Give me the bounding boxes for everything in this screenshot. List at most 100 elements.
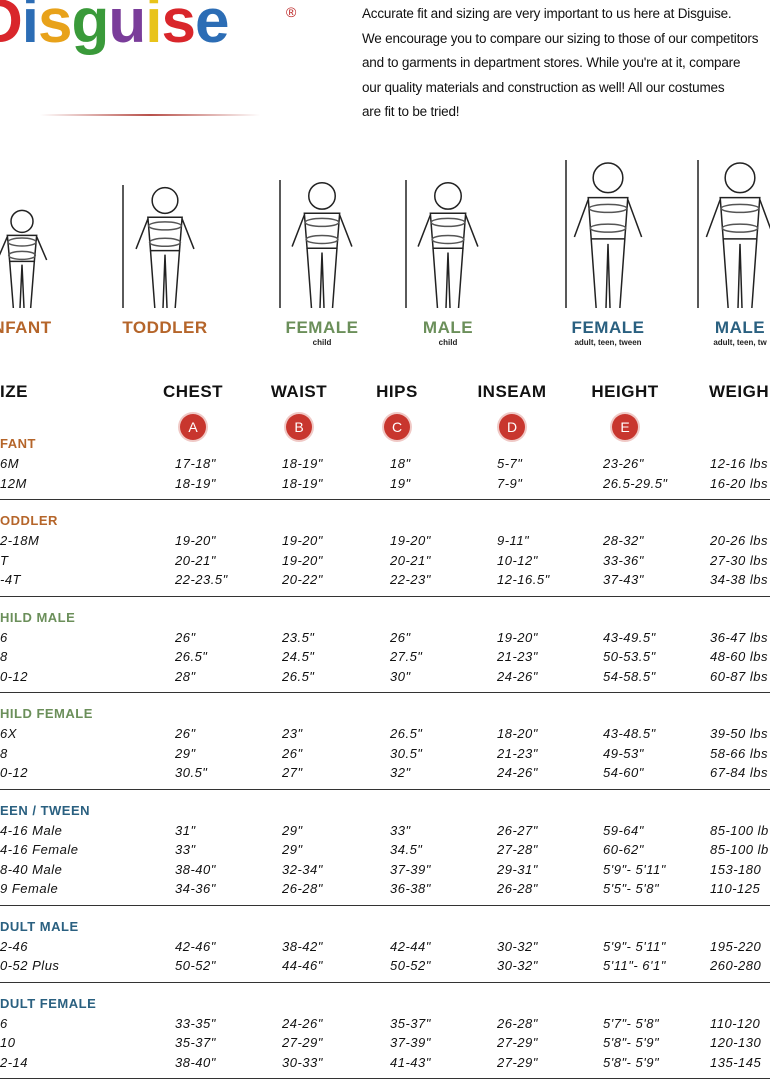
figure-label: FEMALE bbox=[571, 318, 645, 337]
size-cell: 4-16 Female bbox=[0, 842, 79, 857]
value-cell: 29-31" bbox=[497, 861, 538, 877]
value-cell: 120-130 bbox=[710, 1035, 762, 1050]
value-cell: 50-52" bbox=[390, 958, 431, 973]
size-cell: 0-12 bbox=[0, 765, 29, 780]
value-cell: 33" bbox=[175, 842, 196, 857]
size-cell: 12M bbox=[0, 475, 27, 491]
value-cell: 67-84 lbs bbox=[710, 765, 768, 780]
value-cell: 9-11" bbox=[497, 533, 530, 548]
value-cell: 85-100 lb bbox=[710, 822, 769, 838]
value-cell: 27-30 lbs bbox=[710, 552, 768, 568]
value-cell: 26.5" bbox=[390, 726, 423, 741]
figure-outline bbox=[291, 214, 353, 247]
size-cell: 6M bbox=[0, 456, 20, 471]
value-cell: 21-23" bbox=[497, 745, 538, 761]
figure-outline bbox=[429, 212, 467, 250]
value-cell: 30.5" bbox=[390, 745, 423, 761]
figure-outline bbox=[135, 218, 195, 250]
intro-line: our quality materials and construction a… bbox=[362, 79, 725, 95]
figure-outline bbox=[0, 236, 48, 261]
value-cell: 30-32" bbox=[497, 938, 538, 954]
value-cell: 27-29" bbox=[282, 1035, 323, 1050]
value-cell: 29" bbox=[175, 745, 196, 761]
section-title: FANT bbox=[0, 436, 36, 451]
figure-sublabel: child bbox=[438, 338, 458, 347]
value-cell: 24-26" bbox=[497, 668, 538, 684]
value-cell: 27" bbox=[282, 765, 303, 780]
value-cell: 12-16 lbs bbox=[710, 456, 768, 471]
figure-outline bbox=[719, 196, 761, 240]
value-cell: 30-32" bbox=[497, 958, 538, 973]
figure-label: MALE bbox=[714, 318, 766, 337]
value-cell: 37-39" bbox=[390, 1035, 431, 1050]
value-cell: 26-27" bbox=[497, 822, 538, 838]
value-cell: 31" bbox=[175, 822, 196, 838]
size-cell: 8-40 Male bbox=[0, 861, 63, 877]
figure-outline bbox=[147, 221, 183, 231]
intro-line: We encourage you to compare our sizing t… bbox=[362, 30, 759, 46]
figure-outline bbox=[434, 181, 462, 210]
figure-outline bbox=[305, 234, 339, 245]
value-cell: 153-180 bbox=[710, 861, 762, 877]
value-cell: 5'9"- 5'11" bbox=[603, 938, 666, 954]
value-cell: 38-40" bbox=[175, 861, 216, 877]
value-cell: 32-34" bbox=[282, 861, 323, 877]
section-divider bbox=[0, 692, 770, 693]
figure-outline bbox=[6, 234, 38, 263]
column-header: HIPS bbox=[376, 382, 418, 401]
figure-label: NFANT bbox=[0, 318, 52, 337]
column-header: WAIST bbox=[270, 382, 328, 401]
value-cell: 5'9"- 5'11" bbox=[603, 861, 666, 877]
value-cell: 26-28" bbox=[497, 1015, 538, 1031]
intro-line: and to garments in department stores. Wh… bbox=[362, 55, 741, 70]
column-header: WEIGH bbox=[709, 382, 770, 401]
section-title: EEN / TWEEN bbox=[0, 802, 91, 818]
value-cell: 20-21" bbox=[175, 552, 216, 568]
size-cell: -4T bbox=[0, 572, 21, 587]
figure-outline bbox=[589, 223, 627, 233]
value-cell: 135-145 bbox=[710, 1054, 762, 1070]
size-cell: 2-46 bbox=[0, 938, 29, 954]
value-cell: 5'8"- 5'9" bbox=[603, 1035, 660, 1050]
value-cell: 7-9" bbox=[497, 475, 523, 491]
value-cell: 19-20" bbox=[282, 552, 323, 568]
size-cell: 6 bbox=[0, 629, 8, 645]
figure-outline bbox=[417, 214, 479, 247]
size-cell: 8 bbox=[0, 745, 8, 761]
figure-outline bbox=[304, 217, 340, 228]
value-cell: 58-66 lbs bbox=[710, 745, 768, 761]
value-cell: 34.5" bbox=[390, 842, 423, 857]
size-cell: T bbox=[0, 552, 9, 568]
figure-outline bbox=[587, 196, 629, 240]
value-cell: 18" bbox=[390, 456, 411, 471]
intro-line: Accurate fit and sizing are very importa… bbox=[362, 6, 732, 21]
figure-outline bbox=[590, 238, 626, 309]
size-cell: 4-16 Male bbox=[0, 822, 63, 838]
figure-outline bbox=[10, 209, 34, 234]
value-cell: 20-22" bbox=[282, 572, 323, 587]
column-header: CHEST bbox=[162, 382, 224, 401]
registered-mark: ® bbox=[286, 4, 297, 20]
value-cell: 29" bbox=[282, 822, 303, 838]
value-cell: 26-28" bbox=[497, 881, 538, 896]
figure-outline bbox=[306, 248, 338, 309]
figure-outline bbox=[149, 250, 181, 309]
intro-line: are fit to be tried! bbox=[362, 104, 460, 119]
section-divider bbox=[0, 904, 770, 906]
logo-underline bbox=[40, 114, 260, 116]
value-cell: 5'5"- 5'8" bbox=[603, 881, 660, 896]
value-cell: 19-20" bbox=[497, 629, 538, 645]
value-cell: 110-125 bbox=[710, 881, 761, 896]
figure-label: FEMALE bbox=[285, 318, 359, 337]
value-cell: 12-16.5" bbox=[497, 572, 550, 587]
figure-outline bbox=[592, 162, 624, 194]
value-cell: 26" bbox=[390, 629, 411, 645]
figure-outline bbox=[431, 234, 465, 245]
size-cell: 0-52 Plus bbox=[0, 958, 60, 973]
value-cell: 37-43" bbox=[603, 572, 644, 587]
value-cell: 26.5" bbox=[282, 668, 315, 684]
figure-outline bbox=[7, 237, 37, 247]
value-cell: 85-100 lb bbox=[710, 842, 769, 857]
value-cell: 5-7" bbox=[497, 456, 523, 471]
